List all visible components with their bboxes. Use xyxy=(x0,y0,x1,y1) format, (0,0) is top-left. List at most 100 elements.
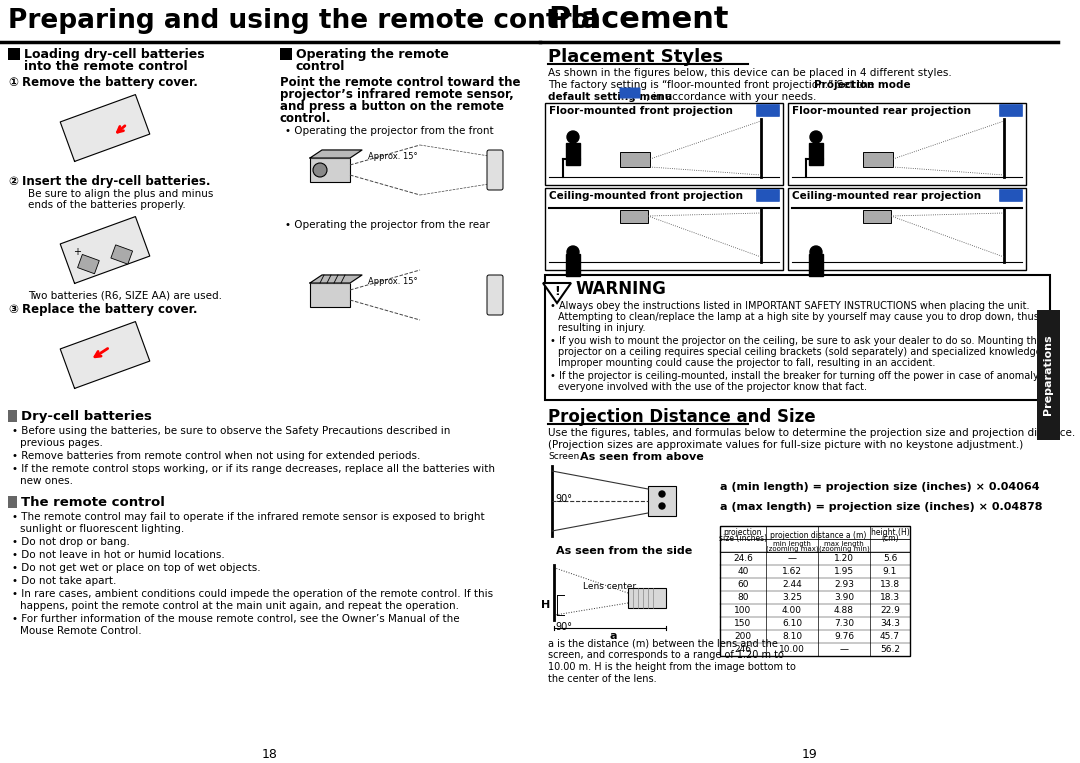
Text: min length: min length xyxy=(773,541,811,547)
Text: a is the distance (m) between the lens and the: a is the distance (m) between the lens a… xyxy=(548,638,778,648)
Text: 13.8: 13.8 xyxy=(880,580,900,589)
Text: size (inches): size (inches) xyxy=(719,534,767,543)
Text: • Operating the projector from the rear: • Operating the projector from the rear xyxy=(285,220,490,230)
Text: As seen from the side: As seen from the side xyxy=(556,546,692,556)
Circle shape xyxy=(810,246,822,258)
Text: Improper mounting could cause the projector to fall, resulting in an accident.: Improper mounting could cause the projec… xyxy=(558,358,935,368)
Circle shape xyxy=(659,503,665,509)
Text: Approx. 15°: Approx. 15° xyxy=(368,277,418,286)
Text: !: ! xyxy=(554,285,559,298)
Bar xyxy=(310,158,350,182)
Text: • Do not get wet or place on top of wet objects.: • Do not get wet or place on top of wet … xyxy=(12,563,260,573)
Text: 19: 19 xyxy=(802,748,818,761)
Text: Remove the battery cover.: Remove the battery cover. xyxy=(22,76,198,89)
Bar xyxy=(788,103,1026,185)
Text: • In rare cases, ambient conditions could impede the operation of the remote con: • In rare cases, ambient conditions coul… xyxy=(12,589,494,599)
FancyBboxPatch shape xyxy=(756,189,780,201)
Text: 24.6: 24.6 xyxy=(733,554,753,563)
Text: 18.3: 18.3 xyxy=(880,593,900,602)
Circle shape xyxy=(659,491,665,497)
Text: Floor-mounted front projection: Floor-mounted front projection xyxy=(549,106,733,116)
Text: 200: 200 xyxy=(734,632,752,641)
Bar xyxy=(0,0,540,42)
Text: control: control xyxy=(296,60,346,73)
Text: projection: projection xyxy=(724,528,762,537)
Text: Floor-mounted rear projection: Floor-mounted rear projection xyxy=(792,106,971,116)
Text: screen, and corresponds to a range of 1.20 m to: screen, and corresponds to a range of 1.… xyxy=(548,650,784,660)
Text: 1.95: 1.95 xyxy=(834,567,854,576)
Polygon shape xyxy=(310,275,362,283)
Text: height (H): height (H) xyxy=(870,528,909,537)
Bar xyxy=(78,254,99,274)
Text: Ceiling-mounted rear projection: Ceiling-mounted rear projection xyxy=(792,191,981,201)
Text: The factory setting is “floor-mounted front projection.” Set the: The factory setting is “floor-mounted fr… xyxy=(548,80,877,90)
Text: →: → xyxy=(765,105,771,114)
Text: As shown in the figures below, this device can be placed in 4 different styles.: As shown in the figures below, this devi… xyxy=(548,68,951,78)
Text: everyone involved with the use of the projector know that fact.: everyone involved with the use of the pr… xyxy=(558,382,867,392)
Text: 6.10: 6.10 xyxy=(782,619,802,628)
Text: p.31: p.31 xyxy=(621,92,638,101)
Text: Replace the battery cover.: Replace the battery cover. xyxy=(22,303,198,316)
Bar xyxy=(627,588,666,608)
Text: Loading dry-cell batteries: Loading dry-cell batteries xyxy=(24,48,204,61)
Text: —: — xyxy=(787,554,797,563)
Text: Placement: Placement xyxy=(548,5,729,34)
Bar xyxy=(720,526,910,656)
FancyBboxPatch shape xyxy=(999,189,1023,201)
Text: sunlight or fluorescent lighting.: sunlight or fluorescent lighting. xyxy=(21,524,185,534)
Text: previous pages.: previous pages. xyxy=(21,438,103,448)
Text: control.: control. xyxy=(280,112,332,125)
Bar xyxy=(863,152,893,167)
Text: Screen: Screen xyxy=(548,452,579,461)
Text: into the remote control: into the remote control xyxy=(24,60,188,73)
Text: max length: max length xyxy=(824,541,864,547)
Text: ends of the batteries properly.: ends of the batteries properly. xyxy=(28,200,186,210)
Text: Ceiling-mounted front projection: Ceiling-mounted front projection xyxy=(549,191,743,201)
Text: projector on a ceiling requires special ceiling brackets (sold separately) and s: projector on a ceiling requires special … xyxy=(558,347,1044,357)
Text: ②: ② xyxy=(8,175,18,188)
Text: and press a button on the remote: and press a button on the remote xyxy=(280,100,504,113)
Text: (cm): (cm) xyxy=(881,534,899,543)
Bar xyxy=(863,210,891,223)
Text: • Operating the projector from the front: • Operating the projector from the front xyxy=(285,126,494,136)
Text: 80: 80 xyxy=(738,593,748,602)
Text: Point the remote control toward the: Point the remote control toward the xyxy=(280,76,521,89)
Text: 90°: 90° xyxy=(555,494,572,504)
FancyBboxPatch shape xyxy=(999,105,1023,117)
Polygon shape xyxy=(543,283,571,303)
Text: • If you wish to mount the projector on the ceiling, be sure to ask your dealer : • If you wish to mount the projector on … xyxy=(550,336,1043,346)
Bar xyxy=(788,188,1026,270)
Text: 1.20: 1.20 xyxy=(834,554,854,563)
Text: 100: 100 xyxy=(734,606,752,615)
Text: 3.90: 3.90 xyxy=(834,593,854,602)
Text: 34.3: 34.3 xyxy=(880,619,900,628)
Text: +: + xyxy=(111,247,119,257)
Text: projection distance a (m): projection distance a (m) xyxy=(770,531,866,540)
Text: Operating the remote: Operating the remote xyxy=(296,48,449,61)
Bar xyxy=(111,245,133,264)
Text: a (max length) = projection size (inches) × 0.04878: a (max length) = projection size (inches… xyxy=(720,502,1042,512)
Text: 18: 18 xyxy=(262,748,278,761)
Text: Projection mode: Projection mode xyxy=(814,80,912,90)
Text: 90°: 90° xyxy=(555,622,572,632)
Text: • Do not drop or bang.: • Do not drop or bang. xyxy=(12,537,130,547)
Text: happens, point the remote control at the main unit again, and repeat the operati: happens, point the remote control at the… xyxy=(21,601,459,611)
Text: 9.76: 9.76 xyxy=(834,632,854,641)
Text: Placement Styles: Placement Styles xyxy=(548,48,724,66)
Polygon shape xyxy=(60,217,150,283)
Polygon shape xyxy=(310,150,362,158)
Text: 45.7: 45.7 xyxy=(880,632,900,641)
Text: • Always obey the instructions listed in IMPORTANT SAFETY INSTRUCTIONS when plac: • Always obey the instructions listed in… xyxy=(550,301,1029,311)
Text: a (min length) = projection size (inches) × 0.04064: a (min length) = projection size (inches… xyxy=(720,482,1040,492)
Text: Preparations: Preparations xyxy=(1043,335,1053,415)
Text: Two batteries (R6, SIZE AA) are used.: Two batteries (R6, SIZE AA) are used. xyxy=(28,290,222,300)
Text: , in accordance with your needs.: , in accordance with your needs. xyxy=(643,92,816,102)
Text: ③: ③ xyxy=(8,303,18,316)
Text: • Do not take apart.: • Do not take apart. xyxy=(12,576,117,586)
FancyBboxPatch shape xyxy=(620,88,640,98)
Bar xyxy=(620,210,648,223)
Text: 22.9: 22.9 xyxy=(880,606,900,615)
Text: (Projection sizes are approximate values for full-size picture with no keystone : (Projection sizes are approximate values… xyxy=(548,440,1023,450)
Text: 10.00: 10.00 xyxy=(779,645,805,654)
Text: ←: ← xyxy=(1008,105,1014,114)
